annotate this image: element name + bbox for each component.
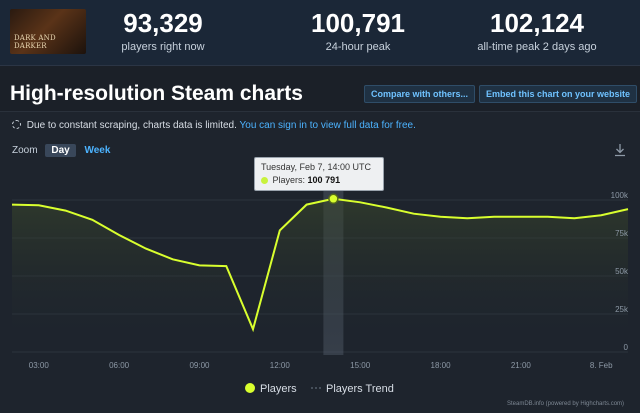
data-point[interactable] bbox=[626, 207, 630, 211]
compare-button[interactable]: Compare with others... bbox=[364, 85, 476, 103]
x-tick-label: 15:00 bbox=[350, 361, 371, 370]
notice-text: Due to constant scraping, charts data is… bbox=[26, 120, 237, 131]
chart-tooltip: Tuesday, Feb 7, 14:00 UTC Players: 100 7… bbox=[254, 157, 384, 191]
legend-players-marker[interactable] bbox=[245, 383, 255, 393]
legend: Players Players Trend bbox=[245, 383, 394, 395]
zoom-controls: Zoom Day Week bbox=[12, 144, 116, 157]
x-tick-label: 21:00 bbox=[511, 361, 532, 370]
data-point[interactable] bbox=[10, 203, 14, 207]
data-point[interactable] bbox=[358, 200, 362, 204]
players-line bbox=[11, 197, 629, 333]
x-tick-label: 06:00 bbox=[109, 361, 130, 370]
peak-24h-value: 100,791 bbox=[311, 8, 405, 38]
x-tick-label: 8. Feb bbox=[590, 361, 613, 370]
data-point[interactable] bbox=[90, 218, 94, 222]
players-area bbox=[12, 198, 628, 352]
loading-circle-icon bbox=[12, 120, 21, 129]
zoom-week-button[interactable]: Week bbox=[84, 145, 111, 156]
x-tick-label: 12:00 bbox=[270, 361, 291, 370]
data-point[interactable] bbox=[171, 257, 175, 261]
data-point[interactable] bbox=[64, 209, 68, 213]
data-point[interactable] bbox=[492, 215, 496, 219]
stat-alltime-peak: 102,124 all-time peak 2 days ago bbox=[447, 8, 627, 53]
y-axis-labels: 0 25k 50k 75k 100k bbox=[611, 191, 629, 352]
data-point[interactable] bbox=[305, 203, 309, 207]
zoom-day-button[interactable]: Day bbox=[45, 144, 76, 157]
page-title: High-resolution Steam charts bbox=[10, 82, 303, 105]
data-point[interactable] bbox=[144, 247, 148, 251]
tooltip-series-label: Players: bbox=[272, 175, 306, 185]
embed-chart-button[interactable]: Embed this chart on your website bbox=[479, 85, 638, 103]
peak-24h-label: 24-hour peak bbox=[325, 41, 391, 53]
stat-current-players: 93,329 players right now bbox=[73, 8, 253, 53]
alltime-peak-label: all-time peak 2 days ago bbox=[477, 41, 597, 53]
x-tick-label: 18:00 bbox=[431, 361, 452, 370]
current-players-label: players right now bbox=[121, 41, 205, 53]
legend-players-label[interactable]: Players bbox=[260, 383, 297, 395]
zoom-label: Zoom bbox=[12, 145, 38, 156]
tooltip-value: 100 791 bbox=[307, 175, 341, 185]
sign-in-link[interactable]: You can sign in to view full data for fr… bbox=[239, 120, 416, 131]
alltime-peak-value: 102,124 bbox=[490, 8, 584, 38]
data-point[interactable] bbox=[599, 213, 603, 217]
download-icon[interactable] bbox=[612, 142, 628, 158]
game-logo-text: DARK AND DARKER bbox=[14, 34, 56, 50]
legend-trend-label[interactable]: Players Trend bbox=[326, 383, 394, 395]
tooltip-series-dot bbox=[261, 177, 268, 184]
stat-24h-peak: 100,791 24-hour peak bbox=[268, 8, 448, 53]
tooltip-date: Tuesday, Feb 7, 14:00 UTC bbox=[261, 162, 372, 172]
data-point[interactable] bbox=[224, 264, 228, 268]
data-point[interactable] bbox=[37, 203, 41, 207]
data-point[interactable] bbox=[251, 327, 255, 331]
data-point[interactable] bbox=[385, 206, 389, 210]
y-tick-label: 75k bbox=[615, 229, 629, 238]
current-players-value: 93,329 bbox=[123, 8, 203, 38]
data-point[interactable] bbox=[465, 216, 469, 220]
stats-bar: DARK AND DARKER 93,329 players right now… bbox=[0, 0, 640, 66]
x-tick-label: 09:00 bbox=[189, 361, 210, 370]
x-tick-label: 03:00 bbox=[29, 361, 50, 370]
data-point[interactable] bbox=[117, 233, 121, 237]
data-point[interactable] bbox=[278, 228, 282, 232]
data-point[interactable] bbox=[519, 215, 523, 219]
chart-credit[interactable]: SteamDB.info (powered by Highcharts.com) bbox=[507, 401, 624, 407]
data-point[interactable] bbox=[197, 263, 201, 267]
y-tick-label: 100k bbox=[611, 191, 629, 200]
tooltip-row: Players: 100 791 bbox=[261, 175, 377, 185]
y-tick-label: 25k bbox=[615, 305, 629, 314]
data-limit-notice: Due to constant scraping, charts data is… bbox=[12, 120, 416, 131]
game-thumbnail[interactable]: DARK AND DARKER bbox=[10, 9, 86, 54]
highlighted-data-point[interactable] bbox=[328, 193, 339, 205]
y-tick-label: 50k bbox=[615, 267, 629, 276]
data-point[interactable] bbox=[412, 212, 416, 216]
chart-points bbox=[10, 193, 630, 331]
data-point[interactable] bbox=[439, 215, 443, 219]
x-axis-labels: 03:00 06:00 09:00 12:00 15:00 18:00 21:00 8. Fe… bbox=[29, 361, 613, 370]
data-point[interactable] bbox=[572, 216, 576, 220]
y-tick-label: 0 bbox=[624, 343, 629, 352]
data-point[interactable] bbox=[546, 215, 550, 219]
